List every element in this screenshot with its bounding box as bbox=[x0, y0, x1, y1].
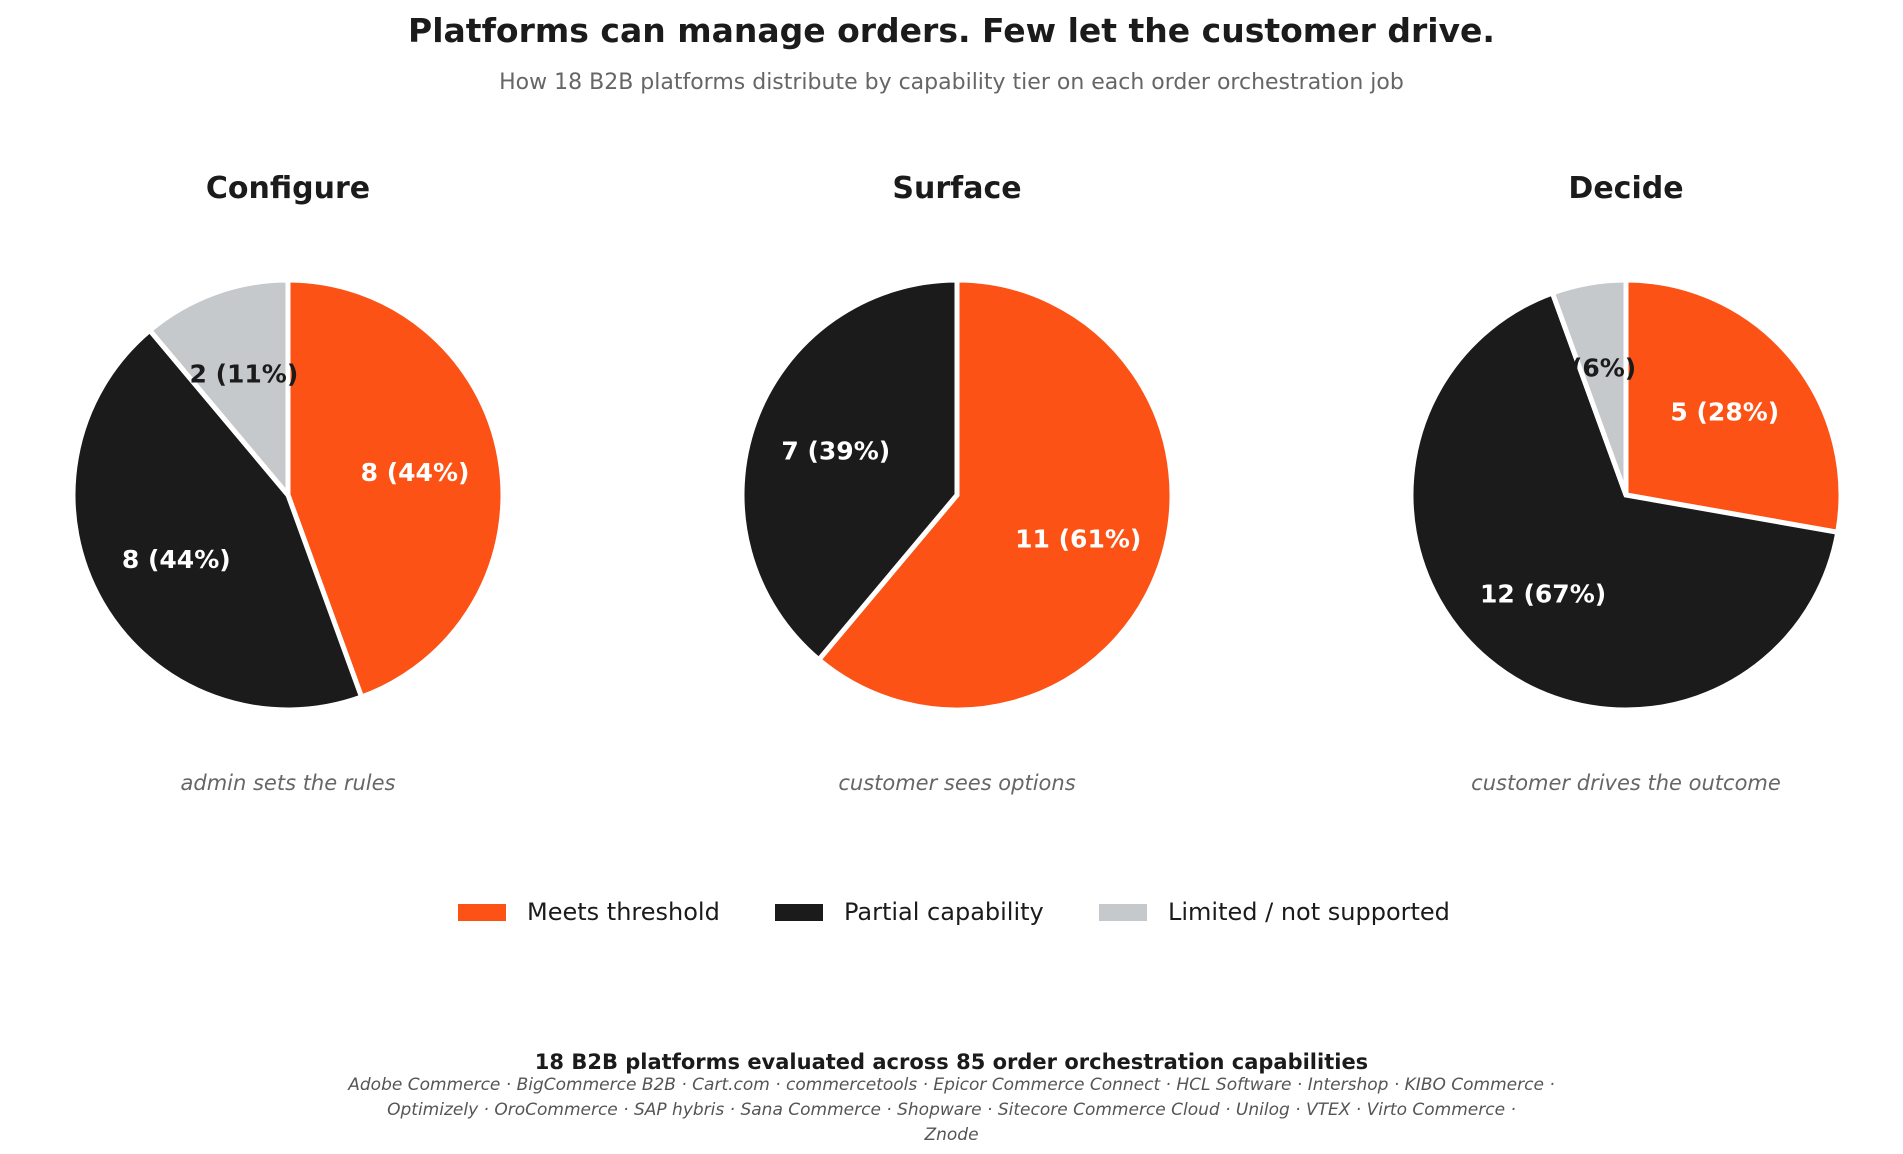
slice-data-label: 8 (44%) bbox=[122, 545, 231, 574]
slice-data-label: 11 (61%) bbox=[1015, 525, 1141, 554]
slice-data-label: 12 (67%) bbox=[1480, 579, 1606, 608]
slice-data-label: 2 (11%) bbox=[189, 359, 298, 388]
legend-item-meets-threshold: Meets threshold bbox=[458, 898, 720, 926]
pie-slice-meets-threshold bbox=[815, 277, 1175, 713]
legend: Meets threshold Partial capability Limited… bbox=[458, 898, 1450, 926]
pie-panels: Configure 8 (44%) 8 (44%) 2 (11%) admin sets… bbox=[70, 171, 1844, 795]
legend-label: Partial capability bbox=[844, 898, 1044, 926]
chart-subtitle: How 18 B2B platforms distribute by capab… bbox=[499, 70, 1404, 95]
pie-slice-meets-threshold bbox=[285, 277, 506, 701]
slice-data-label: 5 (28%) bbox=[1670, 398, 1779, 427]
footer-heading: 18 B2B platforms evaluated across 85 ord… bbox=[535, 1050, 1368, 1074]
slice-data-label: 7 (39%) bbox=[781, 436, 890, 465]
legend-label: Limited / not supported bbox=[1168, 898, 1450, 926]
pie-title: Decide bbox=[1568, 171, 1683, 206]
chart-title: Platforms can manage orders. Few let the… bbox=[408, 11, 1495, 50]
legend-label: Meets threshold bbox=[527, 898, 720, 926]
legend-swatch bbox=[458, 904, 506, 921]
pie-slice-meets-threshold bbox=[1623, 277, 1844, 536]
legend-item-partial-capability: Partial capability bbox=[775, 898, 1044, 926]
pie-slice-partial-capability bbox=[70, 326, 365, 713]
pie-panel-configure: Configure 8 (44%) 8 (44%) 2 (11%) admin sets… bbox=[70, 171, 506, 795]
pie-caption: admin sets the rules bbox=[181, 771, 396, 795]
pie-panel-decide: Decide 5 (28%) 12 (67%) (6%) customer drives… bbox=[1408, 171, 1844, 795]
slice-data-label: 8 (44%) bbox=[361, 458, 470, 487]
pie-slice-partial-capability bbox=[1408, 289, 1841, 713]
footer-platforms-line-2: Optimizely · OroCommerce · SAP hybris · … bbox=[387, 1100, 1516, 1120]
pie-slice-limited-not-supported bbox=[146, 277, 291, 502]
slice-data-label: (6%) bbox=[1571, 353, 1636, 382]
pie-slice-limited-not-supported bbox=[1549, 277, 1629, 496]
footer-platforms-line-3: Znode bbox=[923, 1125, 978, 1145]
legend-swatch bbox=[1099, 904, 1147, 921]
pie-title: Surface bbox=[892, 171, 1021, 206]
pie-title: Configure bbox=[206, 171, 370, 206]
pie-panel-surface: Surface 11 (61%) 7 (39%) customer sees opti… bbox=[739, 171, 1175, 795]
pie-slice-partial-capability bbox=[739, 277, 960, 664]
footer-platforms-line-1: Adobe Commerce · BigCommerce B2B · Cart.… bbox=[347, 1075, 1554, 1095]
legend-swatch bbox=[775, 904, 823, 921]
legend-item-limited-not-supported: Limited / not supported bbox=[1099, 898, 1450, 926]
pie-caption: customer sees options bbox=[838, 771, 1075, 795]
pie-caption: customer drives the outcome bbox=[1471, 771, 1781, 795]
